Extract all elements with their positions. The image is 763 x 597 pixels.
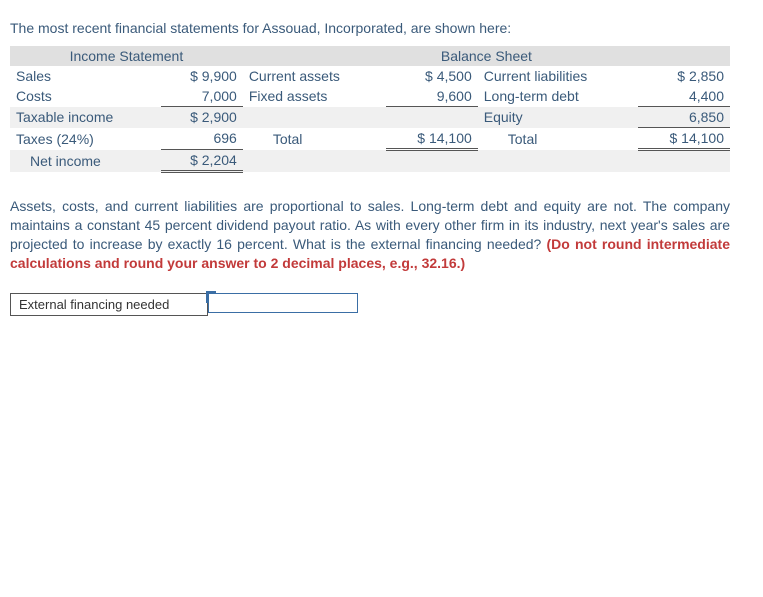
fixed-assets-value: 9,600 [386,86,478,107]
answer-row: External financing needed [10,293,753,316]
total-liab-eq-value: $ 14,100 [638,128,730,150]
net-income-value: $ 2,204 [161,150,242,172]
long-term-debt-label: Long-term debt [478,86,638,107]
total-assets-value: $ 14,100 [386,128,478,150]
question-text: Assets, costs, and current liabilities a… [10,197,730,273]
taxable-income-label: Taxable income [10,107,161,128]
income-statement-header: Income Statement [10,46,243,66]
total-assets-label: Total [243,128,386,150]
taxes-value: 696 [161,128,242,150]
taxes-label: Taxes (24%) [10,128,161,150]
intro-text: The most recent financial statements for… [10,20,753,36]
equity-value: 6,850 [638,107,730,128]
sales-label: Sales [10,66,161,86]
net-income-label: Net income [10,150,161,172]
current-assets-label: Current assets [243,66,386,86]
costs-label: Costs [10,86,161,107]
equity-label: Equity [478,107,638,128]
total-liab-eq-label: Total [478,128,638,150]
current-assets-value: $ 4,500 [386,66,478,86]
long-term-debt-value: 4,400 [638,86,730,107]
sales-value: $ 9,900 [161,66,242,86]
current-liabilities-value: $ 2,850 [638,66,730,86]
balance-sheet-header: Balance Sheet [243,46,730,66]
costs-value: 7,000 [161,86,242,107]
taxable-income-value: $ 2,900 [161,107,242,128]
financial-statements-table: Income Statement Balance Sheet Sales $ 9… [10,46,730,173]
external-financing-input[interactable] [208,293,358,313]
current-liabilities-label: Current liabilities [478,66,638,86]
fixed-assets-label: Fixed assets [243,86,386,107]
answer-label: External financing needed [10,293,208,316]
